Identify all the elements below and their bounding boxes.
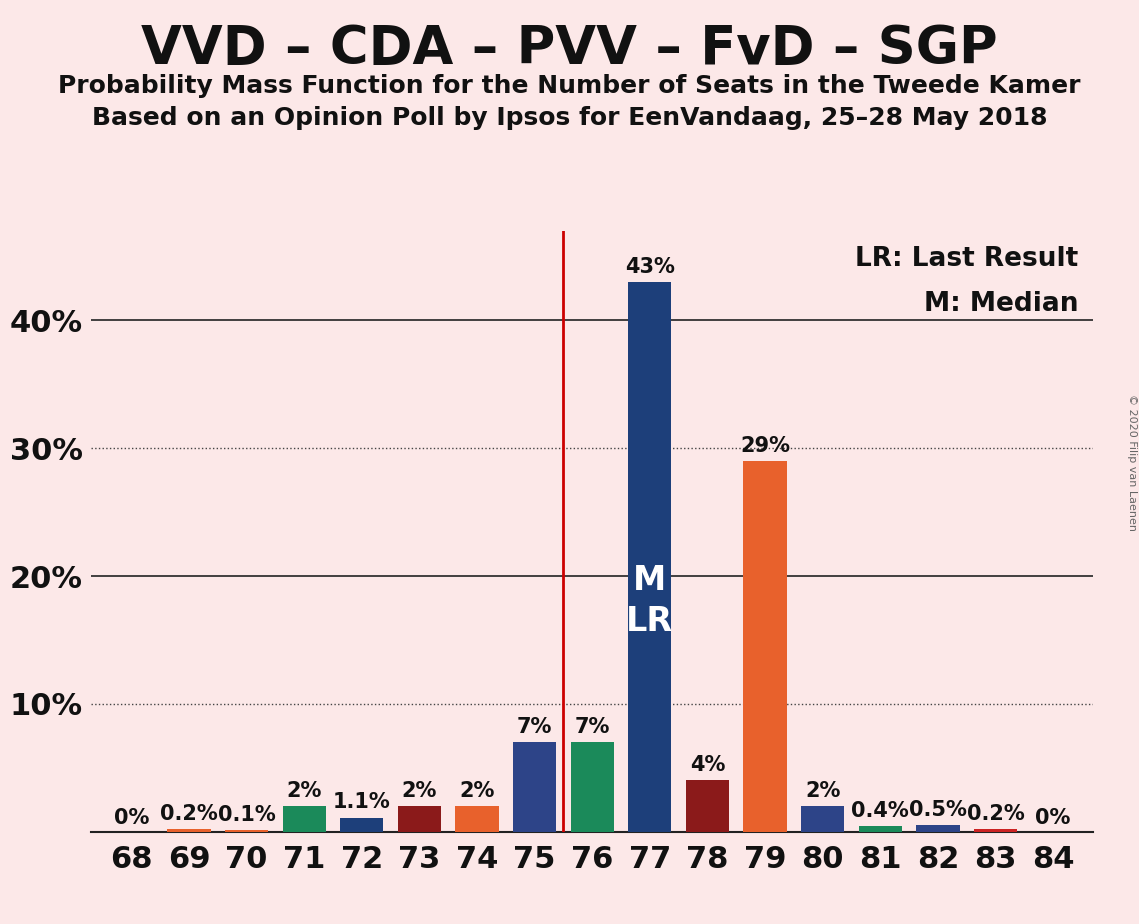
Text: 2%: 2% — [402, 781, 437, 801]
Text: 0%: 0% — [114, 808, 149, 828]
Bar — [801, 806, 844, 832]
Bar — [744, 461, 787, 832]
Text: 2%: 2% — [459, 781, 494, 801]
Bar — [226, 831, 269, 832]
Text: 7%: 7% — [517, 717, 552, 737]
Bar — [513, 742, 556, 832]
Text: Probability Mass Function for the Number of Seats in the Tweede Kamer: Probability Mass Function for the Number… — [58, 74, 1081, 98]
Text: Based on an Opinion Poll by Ipsos for EenVandaag, 25–28 May 2018: Based on an Opinion Poll by Ipsos for Ee… — [92, 106, 1047, 130]
Text: 29%: 29% — [740, 436, 790, 456]
Text: 0.2%: 0.2% — [967, 804, 1024, 824]
Bar — [916, 825, 959, 832]
Text: 0.2%: 0.2% — [161, 804, 218, 824]
Text: 2%: 2% — [805, 781, 841, 801]
Bar — [686, 781, 729, 832]
Text: 0.5%: 0.5% — [909, 800, 967, 821]
Bar — [282, 806, 326, 832]
Bar — [398, 806, 441, 832]
Bar — [629, 282, 672, 832]
Text: © 2020 Filip van Laenen: © 2020 Filip van Laenen — [1126, 394, 1137, 530]
Bar — [456, 806, 499, 832]
Text: M: Median: M: Median — [924, 291, 1079, 317]
Text: 0%: 0% — [1035, 808, 1071, 828]
Bar — [167, 829, 211, 832]
Bar — [341, 818, 384, 832]
Text: 43%: 43% — [625, 257, 674, 277]
Text: LR: Last Result: LR: Last Result — [855, 246, 1079, 272]
Text: 1.1%: 1.1% — [333, 793, 391, 812]
Bar — [571, 742, 614, 832]
Bar — [859, 826, 902, 832]
Bar — [974, 829, 1017, 832]
Text: 0.1%: 0.1% — [218, 805, 276, 825]
Text: 2%: 2% — [287, 781, 322, 801]
Text: 0.4%: 0.4% — [852, 801, 909, 821]
Text: 4%: 4% — [690, 756, 726, 775]
Text: M
LR: M LR — [626, 564, 673, 638]
Text: VVD – CDA – PVV – FvD – SGP: VVD – CDA – PVV – FvD – SGP — [141, 23, 998, 75]
Text: 7%: 7% — [574, 717, 611, 737]
